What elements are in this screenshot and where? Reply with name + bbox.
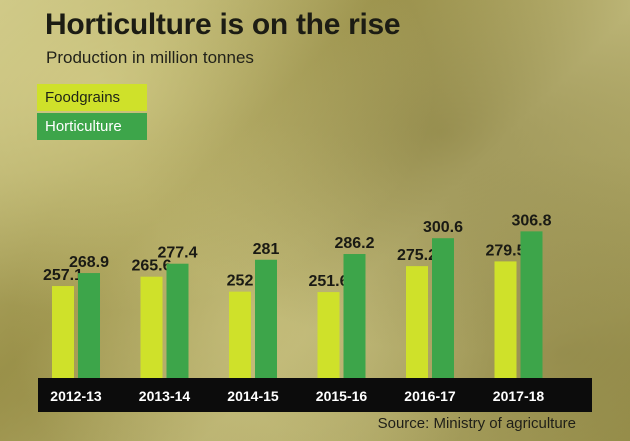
- chart-title: Horticulture is on the rise: [45, 8, 401, 41]
- bar-horticulture-2014-15: [255, 259, 277, 378]
- data-label-horticulture-2016-17: 300.6: [423, 219, 463, 236]
- bar-horticulture-2013-14: [166, 263, 189, 378]
- data-label-foodgrains-2012-13: 257.1: [43, 267, 83, 284]
- legend-foodgrains: Foodgrains: [37, 84, 147, 111]
- data-label-horticulture-2017-18: 306.8: [511, 212, 551, 229]
- bar-foodgrains-2016-17: [406, 266, 428, 378]
- data-label-horticulture-2013-14: 277.4: [157, 245, 197, 262]
- bar-foodgrains-2015-16: [317, 292, 340, 378]
- x-tick-label-2013-14: 2013-14: [139, 388, 191, 404]
- data-label-foodgrains-2017-18: 279.5: [485, 242, 525, 259]
- bar-horticulture-2012-13: [78, 273, 100, 378]
- data-label-foodgrains-2015-16: 251.6: [308, 273, 348, 290]
- x-tick-label-2016-17: 2016-17: [404, 388, 456, 404]
- data-label-horticulture-2014-15: 281: [253, 241, 280, 258]
- x-tick-label-2014-15: 2014-15: [227, 388, 279, 404]
- x-tick-label-2017-18: 2017-18: [493, 388, 545, 404]
- bar-horticulture-2015-16: [343, 254, 366, 378]
- x-tick-label-2012-13: 2012-13: [50, 388, 102, 404]
- bar-foodgrains-2017-18: [494, 261, 517, 378]
- bar-foodgrains-2013-14: [140, 276, 163, 378]
- bar-horticulture-2017-18: [520, 231, 543, 378]
- data-label-horticulture-2015-16: 286.2: [334, 235, 374, 252]
- data-label-foodgrains-2013-14: 265.6: [131, 258, 171, 275]
- bar-foodgrains-2014-15: [229, 291, 251, 378]
- data-label-foodgrains-2016-17: 275.2: [397, 247, 437, 264]
- legend-horticulture: Horticulture: [37, 113, 147, 140]
- bar-horticulture-2016-17: [432, 238, 454, 378]
- data-label-horticulture-2012-13: 268.9: [69, 254, 109, 271]
- x-tick-label-2015-16: 2015-16: [316, 388, 368, 404]
- bar-foodgrains-2012-13: [52, 286, 74, 378]
- x-axis-band: [38, 378, 592, 412]
- data-label-foodgrains-2014-15: 252: [227, 273, 254, 290]
- source-note: Source: Ministry of agriculture: [377, 415, 576, 432]
- chart-subtitle: Production in million tonnes: [46, 48, 254, 67]
